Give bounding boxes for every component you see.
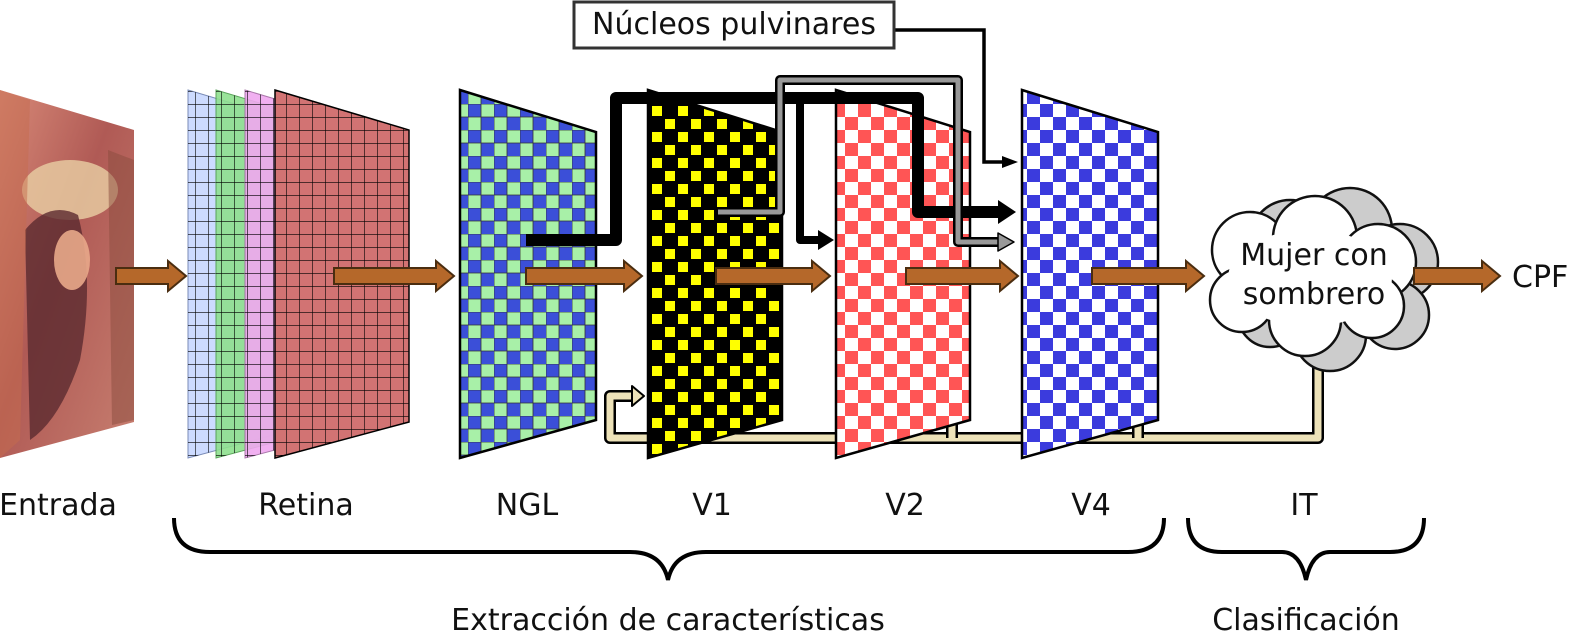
- label-entrada: Entrada: [0, 488, 117, 523]
- v1-to-v4-bypass: [718, 75, 1015, 252]
- feedforward-arrows: [115, 258, 1502, 294]
- it-cloud: Mujer con sombrero: [1208, 186, 1440, 373]
- pulvinar-label: Núcleos pulvinares: [592, 7, 876, 42]
- label-feature-extraction: Extracción de características: [451, 603, 885, 637]
- label-cpf: CPF: [1512, 260, 1568, 295]
- brace-feature-extraction: [172, 517, 1166, 581]
- v2-panel: [834, 88, 972, 460]
- v4-panel: [1020, 88, 1160, 460]
- arrow-v1-v2: [715, 258, 832, 294]
- label-v4: V4: [1071, 488, 1111, 523]
- arrow-retina-ngl: [333, 258, 456, 294]
- label-v1: V1: [692, 488, 732, 523]
- label-v2: V2: [885, 488, 925, 523]
- arrow-v2-v4: [905, 258, 1020, 294]
- arrow-v4-it: [1091, 258, 1206, 294]
- input-image: [0, 90, 134, 458]
- pulvinar-connection: [894, 28, 1018, 168]
- label-retina: Retina: [258, 488, 353, 523]
- cloud-text-line2: sombrero: [1243, 277, 1385, 312]
- label-it: IT: [1290, 488, 1318, 523]
- label-ngl: NGL: [496, 488, 559, 523]
- arrow-ngl-v1: [525, 258, 644, 294]
- pulvinar-box: Núcleos pulvinares: [572, 0, 896, 50]
- arrow-entrada-retina: [115, 258, 188, 294]
- brace-classification: [1186, 517, 1426, 581]
- ngl-to-v2-v4-bypass: [526, 92, 1016, 250]
- label-classification: Clasificación: [1212, 603, 1400, 637]
- cloud-text-line1: Mujer con: [1240, 238, 1387, 273]
- arrow-it-cpf: [1413, 258, 1502, 294]
